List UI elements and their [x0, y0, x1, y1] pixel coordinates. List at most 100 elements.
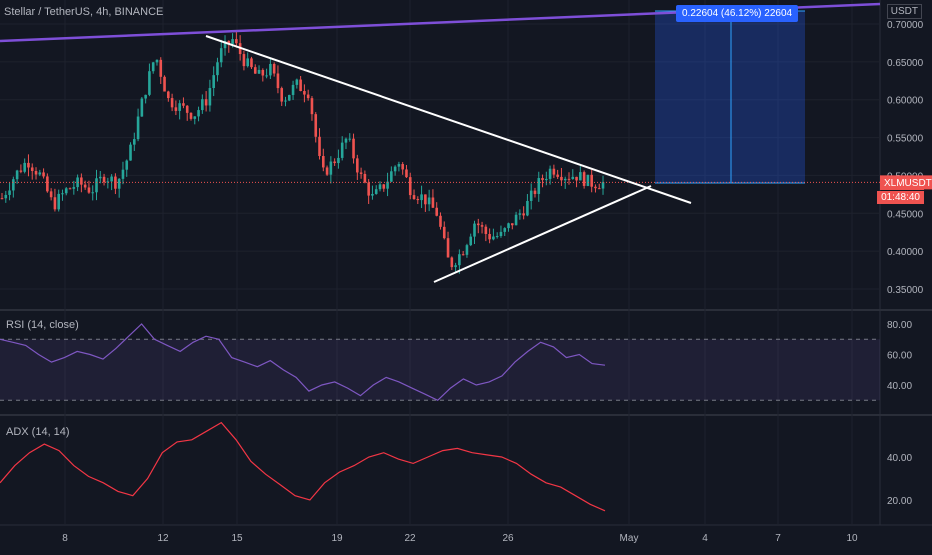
candle-body — [495, 236, 499, 238]
time-tick-label: May — [620, 533, 639, 544]
candle-body — [476, 223, 480, 226]
candle-body — [204, 99, 208, 106]
candle-body — [34, 170, 38, 175]
candle-body — [439, 215, 442, 227]
candle-body — [182, 103, 185, 106]
candle-body — [257, 69, 261, 74]
candle-body — [529, 190, 533, 201]
candle-body — [216, 62, 219, 76]
candle-body — [405, 169, 408, 178]
candle-body — [329, 161, 333, 175]
position-label[interactable]: 0.22604 (46.12%) 22604 — [676, 5, 799, 22]
candle-body — [201, 99, 204, 111]
candle-body — [269, 63, 272, 76]
candle-body — [208, 88, 212, 106]
candle-body — [344, 138, 348, 143]
candle-body — [106, 181, 110, 183]
time-tick-label: 4 — [702, 533, 708, 544]
time-tick-label: 15 — [231, 533, 243, 544]
candle-body — [219, 48, 223, 63]
candle-body — [299, 79, 302, 92]
candle-body — [189, 112, 193, 119]
candle-body — [0, 198, 4, 200]
currency-label[interactable]: USDT — [886, 4, 922, 19]
candle-body — [61, 193, 64, 195]
candle-body — [458, 254, 461, 266]
candle-body — [235, 39, 238, 44]
candle-body — [144, 94, 147, 99]
rsi-title: RSI (14, close) — [6, 319, 79, 331]
price-tick-label: 0.65000 — [887, 58, 924, 69]
candle-body — [276, 73, 280, 89]
candle-body — [420, 194, 423, 201]
candle-body — [64, 188, 68, 194]
candle-body — [53, 197, 57, 210]
candle-body — [4, 194, 8, 199]
candle-body — [76, 177, 79, 188]
candle-body — [136, 116, 140, 140]
candle-body — [484, 226, 488, 235]
position-profit-zone — [655, 11, 805, 183]
candle-body — [575, 176, 578, 181]
time-tick-label: 7 — [775, 533, 781, 544]
candle-body — [333, 161, 336, 164]
candle-body — [597, 188, 601, 190]
candle-body — [427, 197, 431, 205]
descending-trendline — [205, 35, 692, 204]
price-tick-label: 0.60000 — [887, 96, 924, 107]
candle-body — [401, 164, 404, 170]
price-tick-label: 0.55000 — [887, 134, 924, 145]
candle-body — [337, 157, 340, 164]
candle-body — [46, 176, 49, 192]
candle-body — [374, 189, 378, 194]
candle-body — [450, 257, 454, 268]
candle-body — [68, 188, 72, 190]
candle-body — [295, 79, 299, 85]
time-tick-label: 26 — [502, 533, 514, 544]
candle-body — [57, 193, 60, 210]
candle-body — [541, 178, 544, 181]
candle-body — [367, 182, 370, 196]
candle-body — [151, 62, 155, 72]
candle-body — [174, 107, 178, 111]
candle-body — [390, 171, 393, 182]
candle-body — [533, 190, 537, 194]
candle-body — [552, 168, 556, 175]
candle-body — [314, 114, 318, 137]
price-tick-label: 0.35000 — [887, 285, 924, 296]
candle-body — [49, 191, 53, 198]
candle-body — [114, 176, 117, 189]
candle-body — [416, 199, 420, 201]
candle-body — [514, 214, 518, 226]
candle-body — [594, 186, 597, 189]
candle-body — [185, 105, 189, 113]
candle-body — [121, 169, 125, 179]
candle-body — [223, 40, 227, 49]
candle-body — [446, 238, 450, 258]
candle-body — [117, 178, 121, 189]
candle-body — [212, 75, 215, 89]
candle-body — [579, 172, 582, 181]
candle-body — [601, 182, 605, 189]
candle-body — [95, 178, 98, 193]
candle-body — [253, 67, 257, 74]
candle-body — [72, 187, 76, 189]
candle-body — [492, 236, 495, 240]
candle-body — [140, 98, 144, 117]
candle-body — [163, 76, 166, 92]
candle-body — [318, 136, 321, 157]
candle-body — [303, 91, 306, 95]
candle-body — [545, 178, 548, 181]
candle-body — [522, 213, 525, 216]
time-tick-label: 8 — [62, 533, 68, 544]
candle-body — [231, 39, 234, 44]
candle-body — [363, 173, 367, 183]
candle-body — [518, 213, 522, 215]
candle-body — [424, 194, 427, 205]
candle-body — [272, 63, 276, 74]
time-tick-label: 12 — [157, 533, 169, 544]
candle-body — [371, 193, 374, 196]
candle-body — [469, 236, 473, 246]
